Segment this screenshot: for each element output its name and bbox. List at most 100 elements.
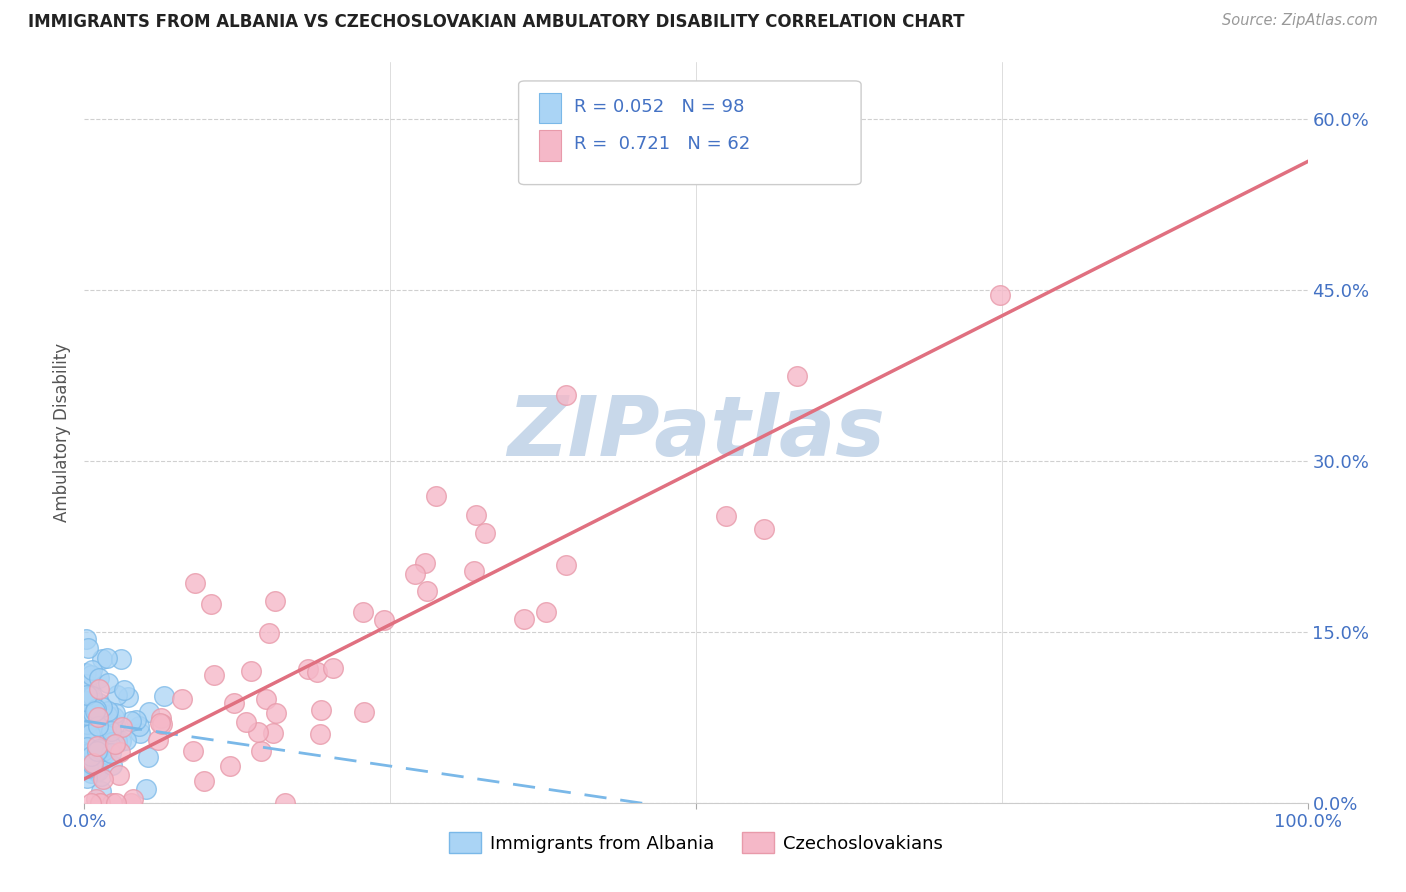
- Point: [264, 706, 287, 721]
- Point: [76, 710, 98, 724]
- Text: ZIPatlas: ZIPatlas: [508, 392, 884, 473]
- Point: [274, 796, 297, 810]
- Point: [988, 288, 1011, 302]
- Point: [75, 702, 97, 716]
- Point: [257, 626, 280, 640]
- Point: [87, 764, 110, 778]
- Point: [75, 707, 97, 722]
- Point: [90, 706, 112, 720]
- Point: [311, 703, 333, 717]
- Point: [512, 612, 534, 626]
- Point: [96, 733, 118, 747]
- Point: [250, 744, 273, 758]
- Point: [104, 706, 127, 720]
- Point: [87, 727, 110, 741]
- Point: [105, 688, 128, 702]
- Point: [110, 745, 132, 759]
- Point: [105, 734, 128, 748]
- Point: [264, 594, 287, 608]
- Point: [101, 796, 124, 810]
- Point: [100, 735, 122, 749]
- Point: [91, 699, 114, 714]
- Point: [107, 768, 129, 782]
- Point: [200, 597, 222, 611]
- Point: [110, 652, 132, 666]
- Point: [80, 714, 103, 728]
- Point: [322, 661, 344, 675]
- Point: [75, 693, 97, 707]
- Point: [76, 704, 98, 718]
- Point: [425, 489, 447, 503]
- Text: R =  0.721   N = 62: R = 0.721 N = 62: [574, 135, 749, 153]
- Point: [146, 732, 169, 747]
- Point: [90, 722, 112, 736]
- Point: [112, 683, 135, 698]
- Point: [75, 677, 97, 691]
- Point: [87, 710, 110, 724]
- Point: [76, 771, 98, 785]
- Point: [114, 733, 136, 747]
- Point: [373, 613, 395, 627]
- FancyBboxPatch shape: [519, 81, 860, 185]
- Point: [82, 713, 104, 727]
- Point: [202, 668, 225, 682]
- Point: [97, 676, 120, 690]
- Point: [89, 741, 111, 756]
- Point: [80, 689, 103, 703]
- Point: [77, 713, 100, 727]
- Point: [76, 688, 98, 702]
- Point: [128, 726, 150, 740]
- Point: [555, 558, 578, 572]
- Point: [353, 705, 375, 719]
- Point: [76, 723, 98, 738]
- Point: [82, 724, 104, 739]
- Point: [222, 696, 245, 710]
- Point: [100, 724, 122, 739]
- Point: [90, 784, 112, 798]
- Point: [193, 774, 215, 789]
- Point: [86, 756, 108, 770]
- Point: [75, 665, 97, 680]
- Point: [150, 711, 173, 725]
- Point: [84, 764, 107, 779]
- Point: [86, 739, 108, 754]
- Point: [308, 726, 330, 740]
- Point: [77, 761, 100, 775]
- Point: [87, 719, 110, 733]
- Point: [80, 796, 103, 810]
- Point: [91, 772, 114, 787]
- Point: [305, 665, 328, 679]
- Point: [75, 707, 97, 722]
- Point: [77, 683, 100, 698]
- Point: [135, 781, 157, 796]
- Point: [170, 691, 193, 706]
- Point: [752, 522, 775, 536]
- Point: [96, 651, 118, 665]
- Point: [122, 791, 145, 805]
- Point: [76, 707, 98, 722]
- Point: [246, 724, 269, 739]
- Point: [97, 704, 120, 718]
- Point: [77, 699, 100, 714]
- Point: [75, 698, 97, 713]
- Point: [82, 758, 104, 772]
- Point: [80, 715, 103, 730]
- Text: IMMIGRANTS FROM ALBANIA VS CZECHOSLOVAKIAN AMBULATORY DISABILITY CORRELATION CHA: IMMIGRANTS FROM ALBANIA VS CZECHOSLOVAKI…: [28, 13, 965, 31]
- Point: [75, 747, 97, 762]
- Point: [104, 737, 127, 751]
- Point: [100, 739, 122, 754]
- Point: [80, 749, 103, 764]
- Point: [80, 663, 103, 677]
- Point: [120, 796, 142, 810]
- Point: [153, 690, 176, 704]
- Point: [86, 743, 108, 757]
- Point: [84, 702, 107, 716]
- Point: [239, 664, 262, 678]
- Point: [413, 556, 436, 570]
- Point: [97, 713, 120, 727]
- Point: [218, 759, 240, 773]
- Point: [138, 705, 160, 719]
- Point: [84, 792, 107, 806]
- Point: [149, 715, 172, 730]
- Text: Source: ZipAtlas.com: Source: ZipAtlas.com: [1222, 13, 1378, 29]
